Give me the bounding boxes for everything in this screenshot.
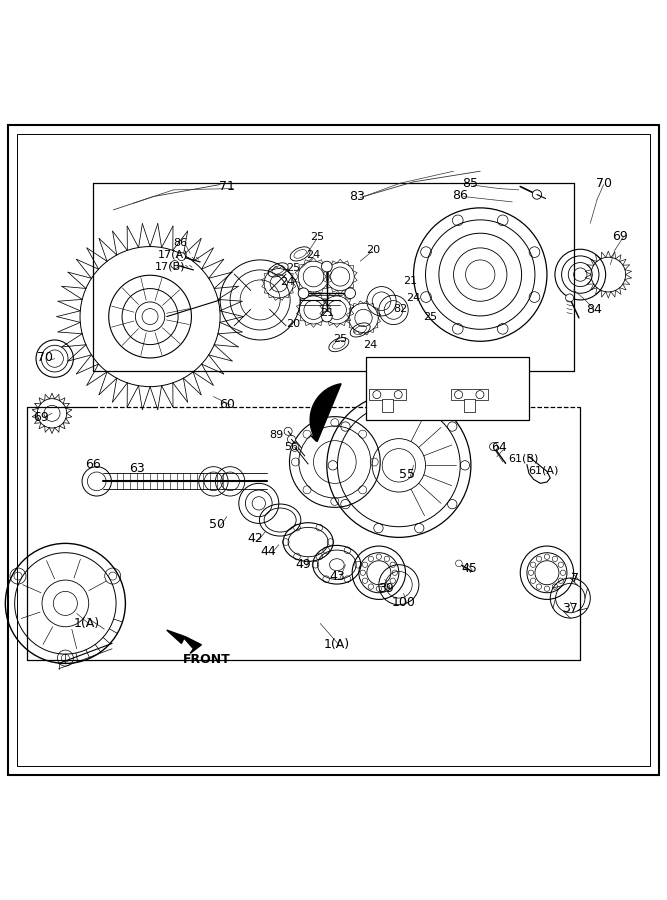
- Text: 25: 25: [309, 231, 324, 241]
- Text: 49: 49: [295, 558, 311, 572]
- Text: FRONT: FRONT: [183, 652, 231, 666]
- Text: 85: 85: [462, 176, 478, 190]
- Circle shape: [345, 288, 356, 299]
- Text: 25: 25: [423, 311, 438, 321]
- Text: 61(A): 61(A): [528, 465, 559, 475]
- Text: 71: 71: [219, 180, 235, 193]
- Text: 56: 56: [284, 442, 297, 453]
- Text: 21: 21: [319, 308, 334, 318]
- Text: 63: 63: [129, 463, 145, 475]
- Circle shape: [177, 253, 185, 261]
- Circle shape: [287, 436, 295, 444]
- Circle shape: [291, 444, 299, 451]
- Text: 20: 20: [286, 319, 301, 328]
- Text: 24: 24: [306, 249, 321, 259]
- Circle shape: [456, 560, 462, 567]
- Text: 44: 44: [260, 544, 276, 558]
- Text: 25: 25: [286, 263, 301, 273]
- Text: 100: 100: [392, 596, 416, 608]
- Circle shape: [284, 428, 292, 436]
- Text: 17(A): 17(A): [158, 249, 189, 259]
- Polygon shape: [167, 630, 201, 653]
- Polygon shape: [310, 383, 341, 442]
- Text: 86: 86: [452, 189, 468, 202]
- Text: 69: 69: [33, 411, 49, 425]
- Text: 55: 55: [399, 468, 415, 482]
- Text: 24: 24: [279, 277, 294, 287]
- Text: 83: 83: [349, 190, 365, 203]
- Text: 89: 89: [269, 430, 284, 440]
- Circle shape: [490, 443, 498, 451]
- Text: 61(B): 61(B): [508, 454, 539, 464]
- Circle shape: [566, 294, 574, 302]
- Bar: [369, 390, 406, 400]
- Text: 39: 39: [378, 581, 394, 595]
- Text: 1(A): 1(A): [73, 616, 100, 630]
- Text: 70: 70: [37, 352, 53, 365]
- Text: 25: 25: [333, 334, 348, 344]
- Text: 64: 64: [491, 442, 507, 454]
- Text: 88(A): 88(A): [382, 369, 412, 379]
- Text: 45: 45: [461, 562, 477, 574]
- Circle shape: [532, 190, 542, 199]
- Text: 86: 86: [173, 238, 187, 248]
- Text: 21: 21: [403, 275, 418, 285]
- Text: 17(B): 17(B): [155, 262, 185, 272]
- Text: 50: 50: [209, 518, 225, 531]
- Text: 66: 66: [85, 457, 101, 471]
- Text: 84: 84: [586, 303, 602, 317]
- Text: 60: 60: [219, 398, 235, 411]
- Text: 1(A): 1(A): [323, 638, 350, 652]
- Circle shape: [321, 261, 332, 272]
- Bar: [451, 390, 488, 400]
- Text: 37: 37: [562, 602, 578, 616]
- Text: 20: 20: [366, 245, 381, 255]
- Text: 70: 70: [596, 176, 612, 190]
- Bar: [366, 356, 529, 420]
- Bar: [382, 399, 393, 412]
- Text: 43: 43: [329, 571, 345, 583]
- Text: 42: 42: [247, 532, 263, 545]
- Circle shape: [171, 261, 179, 268]
- Text: 69: 69: [612, 230, 628, 243]
- Circle shape: [298, 288, 309, 299]
- Bar: [464, 399, 475, 412]
- Text: 82: 82: [393, 303, 408, 313]
- Circle shape: [321, 311, 332, 322]
- Text: 88(B): 88(B): [462, 369, 492, 379]
- Text: 24: 24: [406, 292, 421, 303]
- Text: 7: 7: [571, 572, 579, 585]
- Text: 24: 24: [363, 340, 378, 350]
